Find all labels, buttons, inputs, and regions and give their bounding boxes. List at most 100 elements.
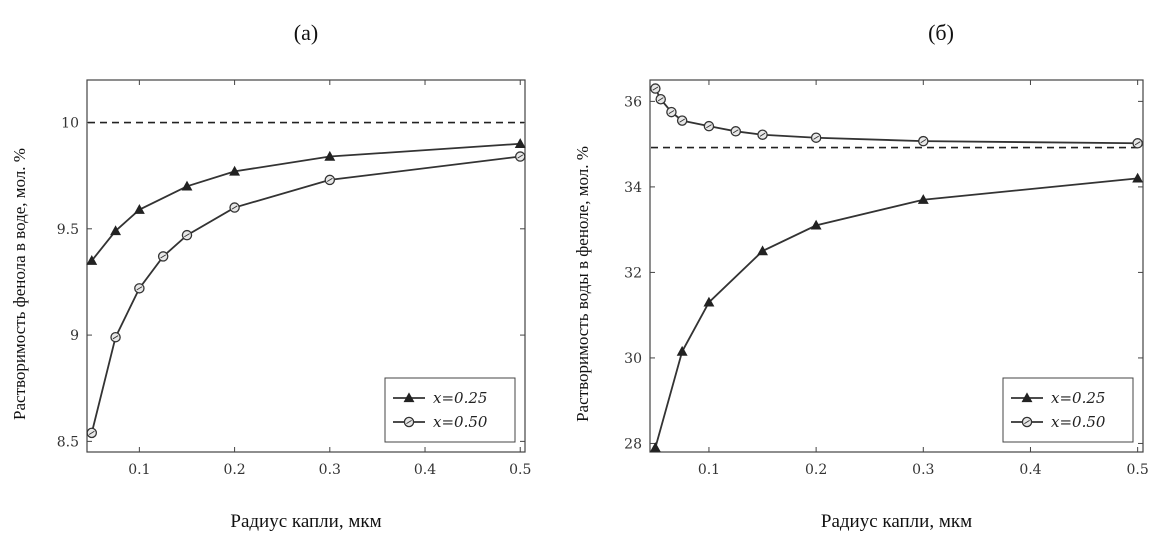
y-axis-label: Растворимость фенола в воде, мол. % bbox=[10, 148, 29, 420]
data-point bbox=[324, 150, 336, 161]
marker-hatch bbox=[160, 254, 167, 259]
data-point bbox=[157, 251, 169, 262]
data-point bbox=[757, 245, 768, 256]
marker-hatch bbox=[406, 420, 412, 424]
data-point bbox=[655, 93, 666, 105]
series-2 bbox=[650, 83, 1143, 149]
marker-hatch bbox=[668, 110, 675, 115]
data-point bbox=[181, 180, 193, 191]
data-point bbox=[133, 204, 145, 214]
marker-hatch bbox=[88, 430, 95, 435]
data-point bbox=[917, 194, 929, 204]
y-axis-label: Растворимость воды в феноле, мол. % bbox=[573, 146, 592, 422]
x-axis-label: Радиус капли, мкм bbox=[821, 511, 972, 532]
series-1 bbox=[86, 138, 526, 265]
series-1 bbox=[649, 172, 1144, 452]
data-point bbox=[229, 202, 240, 213]
legend-label: x=0.50 bbox=[433, 413, 488, 431]
y-tick-label: 32 bbox=[624, 265, 642, 281]
data-point bbox=[514, 138, 526, 148]
y-tick-label: 28 bbox=[624, 436, 642, 452]
data-point bbox=[810, 219, 822, 230]
legend-marker bbox=[1021, 416, 1033, 428]
legend-marker bbox=[1021, 392, 1033, 403]
data-point bbox=[918, 135, 929, 147]
marker-hatch bbox=[112, 335, 119, 340]
legend-label: x=0.25 bbox=[1051, 389, 1105, 407]
data-point bbox=[703, 120, 715, 132]
marker-hatch bbox=[184, 233, 190, 238]
plot-frame bbox=[86, 79, 526, 453]
x-tick-label: 0.1 bbox=[698, 462, 720, 478]
legend-entry-2: x=0.50 bbox=[393, 413, 488, 431]
x-tick-label: 0.4 bbox=[414, 462, 436, 478]
data-point bbox=[1132, 138, 1143, 149]
legend-marker bbox=[403, 392, 415, 403]
data-point bbox=[110, 225, 122, 236]
x-tick-label: 0.5 bbox=[509, 462, 531, 478]
data-point bbox=[676, 115, 688, 126]
marker-hatch bbox=[1134, 141, 1141, 146]
marker-hatch bbox=[1024, 420, 1030, 424]
panel-label: (б) bbox=[928, 20, 954, 45]
legend: x=0.25 x=0.50 bbox=[1002, 377, 1134, 443]
marker-hatch bbox=[326, 177, 333, 182]
chart-panel-2: (б) 0.1 0.2 0.3 0.4 0.5 28 30 32 34 36 Радиус капли… bbox=[573, 20, 1149, 532]
legend-entry-1: x=0.25 bbox=[393, 389, 487, 407]
series-line bbox=[90, 155, 521, 434]
y-tick-label: 34 bbox=[624, 180, 642, 196]
x-tick-label: 0.2 bbox=[805, 462, 827, 478]
data-point bbox=[703, 296, 715, 307]
x-axis-label: Радиус капли, мкм bbox=[230, 511, 381, 532]
legend-box bbox=[1002, 377, 1134, 443]
data-point bbox=[86, 427, 98, 439]
legend-label: x=0.25 bbox=[433, 389, 487, 407]
marker-hatch bbox=[231, 205, 238, 210]
y-tick-label: 9.5 bbox=[57, 222, 79, 238]
series-2 bbox=[86, 151, 526, 439]
data-point bbox=[649, 442, 661, 452]
legend-entry-2: x=0.50 bbox=[1011, 413, 1106, 431]
y-tick-label: 30 bbox=[624, 351, 642, 367]
panel-label: (a) bbox=[294, 20, 318, 45]
x-tick-label: 0.4 bbox=[1019, 462, 1041, 478]
marker-hatch bbox=[517, 154, 524, 159]
legend-box bbox=[384, 377, 516, 443]
data-point bbox=[730, 126, 741, 137]
marker-hatch bbox=[732, 129, 739, 134]
data-point bbox=[324, 174, 336, 186]
data-point bbox=[110, 331, 121, 343]
legend-marker bbox=[403, 416, 415, 428]
data-point bbox=[134, 283, 145, 294]
data-point bbox=[181, 229, 193, 241]
x-tick-label: 0.2 bbox=[223, 462, 245, 478]
data-point bbox=[810, 132, 822, 143]
data-point bbox=[86, 255, 98, 265]
data-point bbox=[757, 129, 768, 140]
marker-hatch bbox=[813, 135, 819, 140]
data-point bbox=[666, 106, 677, 118]
data-point bbox=[514, 151, 526, 162]
x-tick-label: 0.3 bbox=[912, 462, 934, 478]
marker-hatch bbox=[920, 139, 927, 144]
legend-label: x=0.50 bbox=[1051, 413, 1106, 431]
marker-hatch bbox=[706, 124, 712, 129]
y-tick-label: 9 bbox=[70, 328, 79, 344]
data-point bbox=[1132, 172, 1144, 183]
data-point bbox=[676, 345, 688, 356]
x-tick-label: 0.1 bbox=[128, 462, 150, 478]
data-point bbox=[229, 165, 241, 176]
marker-hatch bbox=[759, 132, 766, 137]
marker-hatch bbox=[657, 97, 664, 102]
legend: x=0.25 x=0.50 bbox=[384, 377, 516, 443]
x-tick-label: 0.3 bbox=[319, 462, 341, 478]
marker-hatch bbox=[652, 86, 659, 91]
series-line bbox=[654, 88, 1138, 145]
y-tick-label: 8.5 bbox=[57, 434, 79, 450]
data-point bbox=[650, 83, 661, 94]
marker-hatch bbox=[136, 286, 143, 291]
plot-frame bbox=[649, 79, 1144, 453]
chart-panel-1: (a) 0.1 0.2 0.3 0.4 0.5 8.5 9 9.5 10 Радиус капли,… bbox=[10, 20, 531, 532]
y-tick-label: 10 bbox=[61, 116, 79, 132]
